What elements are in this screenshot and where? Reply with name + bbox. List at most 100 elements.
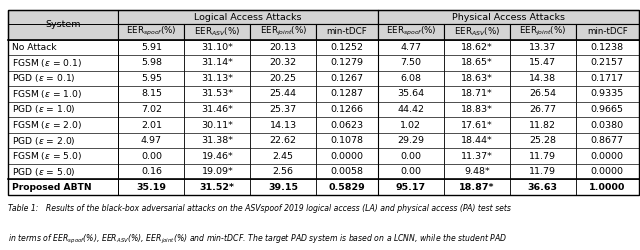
Text: 36.63: 36.63 (527, 183, 557, 192)
Bar (575, 180, 639, 195)
Bar (316, 40, 378, 55)
Bar (509, 24, 575, 40)
Text: 0.0380: 0.0380 (591, 120, 624, 130)
Bar (509, 117, 575, 133)
Bar (8, 117, 118, 133)
Text: 26.54: 26.54 (529, 90, 556, 98)
Text: 0.00: 0.00 (401, 167, 421, 176)
Text: 1.02: 1.02 (401, 120, 421, 130)
Bar (8, 40, 118, 55)
Bar (8, 70, 118, 86)
Bar (250, 24, 316, 40)
Bar (316, 133, 378, 148)
Text: 30.11*: 30.11* (202, 120, 233, 130)
Text: 0.8677: 0.8677 (591, 136, 623, 145)
Bar (378, 70, 444, 86)
Bar (509, 40, 575, 55)
Text: 0.1266: 0.1266 (330, 105, 364, 114)
Text: 0.0058: 0.0058 (330, 167, 364, 176)
Text: 0.1238: 0.1238 (591, 43, 624, 52)
Text: 11.79: 11.79 (529, 167, 556, 176)
Bar (118, 10, 378, 24)
Text: 0.2157: 0.2157 (591, 58, 623, 67)
Bar (444, 117, 509, 133)
Bar (509, 148, 575, 164)
Bar (378, 86, 444, 102)
Bar (378, 24, 444, 40)
Text: 17.61*: 17.61* (461, 120, 493, 130)
Text: PGD ($\epsilon$ = 2.0): PGD ($\epsilon$ = 2.0) (12, 134, 76, 146)
Text: Logical Access Attacks: Logical Access Attacks (195, 12, 302, 22)
Text: PGD ($\epsilon$ = 5.0): PGD ($\epsilon$ = 5.0) (12, 166, 76, 178)
Bar (8, 102, 118, 117)
Text: PGD ($\epsilon$ = 1.0): PGD ($\epsilon$ = 1.0) (12, 104, 76, 116)
Bar (575, 55, 639, 70)
Text: 31.52*: 31.52* (200, 183, 235, 192)
Bar (444, 24, 509, 40)
Bar (250, 102, 316, 117)
Bar (378, 148, 444, 164)
Text: 1.0000: 1.0000 (589, 183, 625, 192)
Bar (509, 133, 575, 148)
Text: 2.45: 2.45 (273, 152, 294, 161)
Text: 18.44*: 18.44* (461, 136, 493, 145)
Text: 19.46*: 19.46* (202, 152, 233, 161)
Bar (575, 164, 639, 180)
Text: 2.01: 2.01 (141, 120, 162, 130)
Bar (378, 180, 444, 195)
Text: 26.77: 26.77 (529, 105, 556, 114)
Bar (509, 180, 575, 195)
Bar (444, 86, 509, 102)
Text: 31.10*: 31.10* (202, 43, 233, 52)
Text: 18.87*: 18.87* (459, 183, 495, 192)
Text: in terms of EER$_{spoof}$(%), EER$_{ASV}$(%), EER$_{joint}$(%) and min-tDCF. The: in terms of EER$_{spoof}$(%), EER$_{ASV}… (8, 232, 507, 245)
Text: FGSM ($\epsilon$ = 1.0): FGSM ($\epsilon$ = 1.0) (12, 88, 82, 100)
Text: min-tDCF: min-tDCF (587, 27, 628, 36)
Bar (444, 40, 509, 55)
Bar (575, 70, 639, 86)
Bar (575, 148, 639, 164)
Bar (8, 10, 118, 40)
Text: 0.1717: 0.1717 (591, 74, 623, 83)
Text: Proposed ABTN: Proposed ABTN (12, 183, 92, 192)
Text: 0.1287: 0.1287 (330, 90, 364, 98)
Bar (444, 164, 509, 180)
Bar (444, 70, 509, 86)
Text: 18.63*: 18.63* (461, 74, 493, 83)
Bar (444, 133, 509, 148)
Bar (8, 55, 118, 70)
Text: 44.42: 44.42 (397, 105, 424, 114)
Text: Physical Access Attacks: Physical Access Attacks (452, 12, 565, 22)
Text: EER$_{ASV}$(%): EER$_{ASV}$(%) (454, 26, 500, 38)
Text: EER$_{joint}$(%): EER$_{joint}$(%) (260, 25, 307, 38)
Text: 11.37*: 11.37* (461, 152, 493, 161)
Text: 4.97: 4.97 (141, 136, 162, 145)
Text: 18.71*: 18.71* (461, 90, 493, 98)
Text: 15.47: 15.47 (529, 58, 556, 67)
Text: 5.98: 5.98 (141, 58, 162, 67)
Text: FGSM ($\epsilon$ = 0.1): FGSM ($\epsilon$ = 0.1) (12, 57, 82, 69)
Text: PGD ($\epsilon$ = 0.1): PGD ($\epsilon$ = 0.1) (12, 72, 76, 85)
Text: 14.13: 14.13 (269, 120, 297, 130)
Text: 25.37: 25.37 (269, 105, 297, 114)
Bar (575, 102, 639, 117)
Bar (118, 55, 184, 70)
Bar (316, 180, 378, 195)
Bar (184, 117, 250, 133)
Text: No Attack: No Attack (12, 43, 57, 52)
Text: 0.0623: 0.0623 (330, 120, 364, 130)
Bar (509, 86, 575, 102)
Bar (378, 164, 444, 180)
Text: 31.13*: 31.13* (202, 74, 234, 83)
Text: 11.82: 11.82 (529, 120, 556, 130)
Text: 0.00: 0.00 (401, 152, 421, 161)
Bar (444, 102, 509, 117)
Bar (378, 102, 444, 117)
Text: 0.00: 0.00 (141, 152, 162, 161)
Text: 9.48*: 9.48* (464, 167, 490, 176)
Bar (378, 133, 444, 148)
Bar (575, 133, 639, 148)
Text: 0.1279: 0.1279 (330, 58, 364, 67)
Bar (184, 70, 250, 86)
Text: 18.83*: 18.83* (461, 105, 493, 114)
